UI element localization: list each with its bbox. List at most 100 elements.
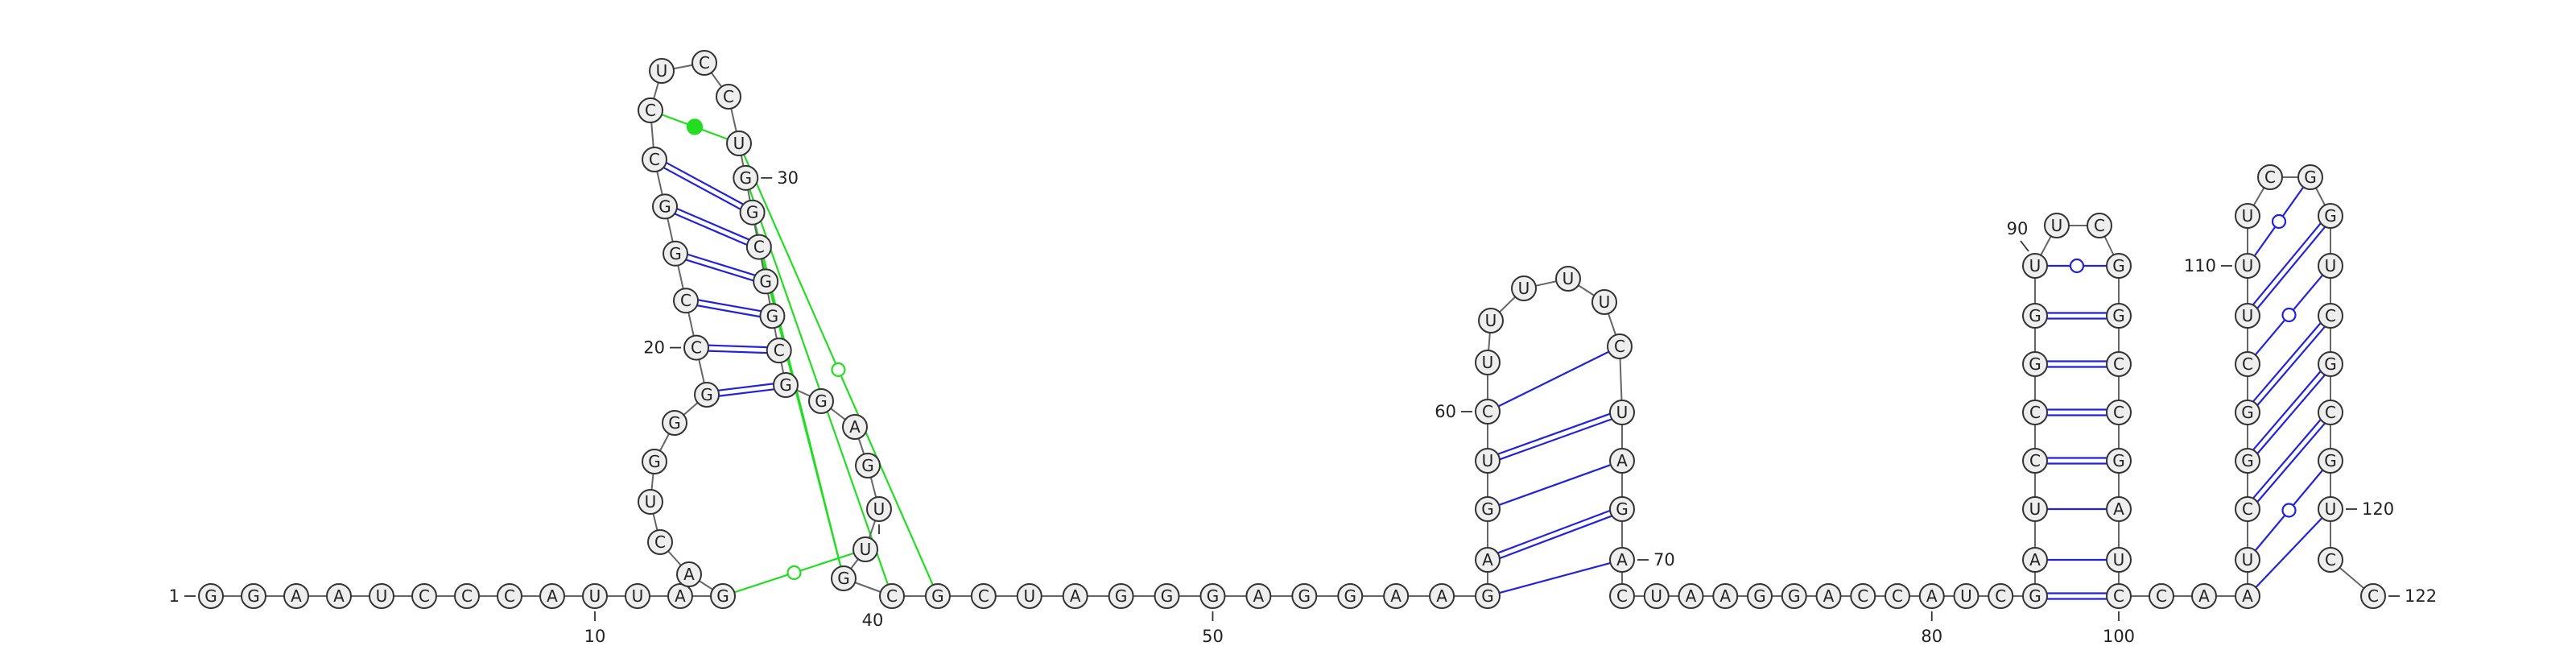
nucleotide-75: G: [1747, 583, 1773, 609]
nucleotide-circle: [1108, 583, 1134, 609]
nucleotide-circle: [2106, 400, 2132, 425]
nucleotide-101: C: [2149, 583, 2174, 609]
nucleotide-base-label: A: [1823, 586, 1835, 606]
nucleotide-base-label: U: [2242, 206, 2254, 226]
nucleotide-base-label: U: [1563, 269, 1575, 288]
nucleotide-circle: [539, 583, 565, 609]
nucleotide-circle: [2360, 583, 2386, 609]
nucleotide-base-label: A: [675, 586, 686, 606]
nucleotide-95: C: [2106, 351, 2132, 377]
nucleotide-50: G: [1199, 583, 1226, 609]
nucleotide-122: C: [2360, 583, 2386, 609]
nucleotide-circle: [2044, 213, 2070, 238]
nucleotide-24: C: [642, 147, 667, 172]
nucleotide-circle: [2318, 400, 2343, 425]
nucleotide-base-label: C: [753, 238, 765, 257]
nucleotide-34: G: [759, 303, 786, 329]
nucleotide-base-label: U: [2325, 499, 2337, 519]
nucleotide-circle: [673, 288, 699, 314]
nucleotide-base-label: U: [1482, 353, 1494, 372]
nucleotide-20: C: [683, 334, 709, 361]
base-pair-pair: [1497, 350, 1610, 408]
nucleotide-circle: [1953, 583, 1979, 609]
nucleotide-84: A: [2022, 547, 2048, 573]
nucleotide-27: C: [691, 50, 717, 76]
nucleotide-circle: [726, 130, 752, 156]
nucleotide-circle: [2149, 583, 2174, 609]
nucleotide-base-label: G: [1115, 586, 1128, 606]
nucleotide-circle: [716, 84, 741, 110]
nucleotide-118: C: [2318, 400, 2343, 425]
nucleotide-circle: [1643, 583, 1670, 609]
nucleotide-89: G: [2022, 303, 2048, 329]
nucleotide-base-label: G: [779, 375, 792, 395]
nucleotide-circle: [2022, 400, 2048, 425]
nucleotide-base-label: C: [504, 586, 515, 606]
nucleotide-base-label: C: [2094, 216, 2105, 235]
base-pair-pair: [1498, 464, 1612, 506]
nucleotide-78: C: [1850, 583, 1876, 609]
position-label: 30: [777, 168, 799, 188]
nucleotide-52: G: [1291, 583, 1318, 609]
nucleotide-60: C: [1475, 399, 1501, 425]
base-pair-watson-crick: [1499, 515, 1612, 560]
nucleotide-base-label: C: [723, 87, 734, 106]
nucleotide-base-label: A: [1070, 586, 1081, 606]
nucleotide-base-label: U: [860, 540, 872, 559]
base-pairs: [661, 114, 2326, 600]
nucleotide-base-label: G: [2304, 168, 2317, 187]
nucleotide-base-label: C: [2325, 550, 2336, 570]
nucleotide-109: U: [2235, 303, 2260, 329]
nucleotide-circle: [647, 529, 673, 555]
nucleotide-base-label: G: [668, 413, 681, 433]
nucleotide-circle: [1475, 448, 1501, 474]
position-label: 50: [1202, 627, 1224, 646]
nucleotide-10: U: [582, 583, 608, 609]
nucleotide-62: U: [1478, 308, 1504, 333]
nucleotide-circle: [2318, 547, 2343, 573]
nucleotide-30: G: [733, 164, 759, 191]
nucleotide-64: U: [1555, 266, 1581, 292]
nucleotide-68: A: [1609, 448, 1635, 474]
base-pair-watson-crick: [718, 383, 774, 391]
nucleotide-base-label: A: [1390, 586, 1402, 606]
nucleotide-base-label: C: [2368, 586, 2379, 606]
nucleotide-base-label: C: [680, 291, 691, 310]
position-label: 110: [2184, 256, 2216, 275]
nucleotide-104: U: [2235, 547, 2260, 573]
position-tick: [2020, 240, 2029, 252]
nucleotide-circle: [855, 453, 881, 478]
position-label: 60: [1435, 402, 1456, 421]
nucleotide-base-label: G: [2324, 206, 2337, 226]
nucleotide-circle: [2318, 351, 2343, 377]
nucleotide-circle: [739, 199, 766, 226]
nucleotide-base-label: C: [699, 53, 710, 72]
nucleotide-circle: [198, 583, 224, 609]
nucleotide-base-label: C: [1857, 586, 1868, 606]
nucleotide-base-label: G: [2324, 354, 2337, 374]
nucleotide-base-label: G: [2241, 451, 2254, 470]
nucleotide-base-label: C: [1616, 586, 1628, 606]
nucleotide-circle: [924, 583, 951, 609]
nucleotide-1: G: [198, 583, 224, 609]
nucleotide-121: C: [2318, 547, 2343, 573]
nucleotide-base-label: U: [376, 586, 388, 606]
nucleotide-73: A: [1678, 583, 1704, 609]
nucleotide-base-label: G: [669, 244, 682, 263]
nucleotide-base-label: C: [2113, 403, 2124, 422]
nucleotide-base-label: A: [1436, 586, 1447, 606]
nucleotide-circle: [2106, 253, 2132, 279]
nucleotide-circle: [2318, 203, 2343, 229]
nucleotide-circle: [2235, 253, 2260, 279]
nucleotide-circle: [497, 583, 522, 609]
nucleotide-circle: [2106, 351, 2132, 377]
nucleotide-base-label: G: [740, 168, 753, 188]
nucleotide-base-label: A: [1253, 586, 1265, 606]
nucleotide-circle: [2235, 496, 2260, 522]
nucleotide-circle: [2022, 351, 2048, 377]
nucleotide-108: C: [2235, 351, 2260, 377]
nucleotide-base-label: U: [1023, 586, 1035, 606]
nucleotide-base-label: C: [2264, 168, 2276, 187]
nucleotide-87: C: [2022, 400, 2048, 425]
nucleotide-circle: [652, 193, 678, 220]
